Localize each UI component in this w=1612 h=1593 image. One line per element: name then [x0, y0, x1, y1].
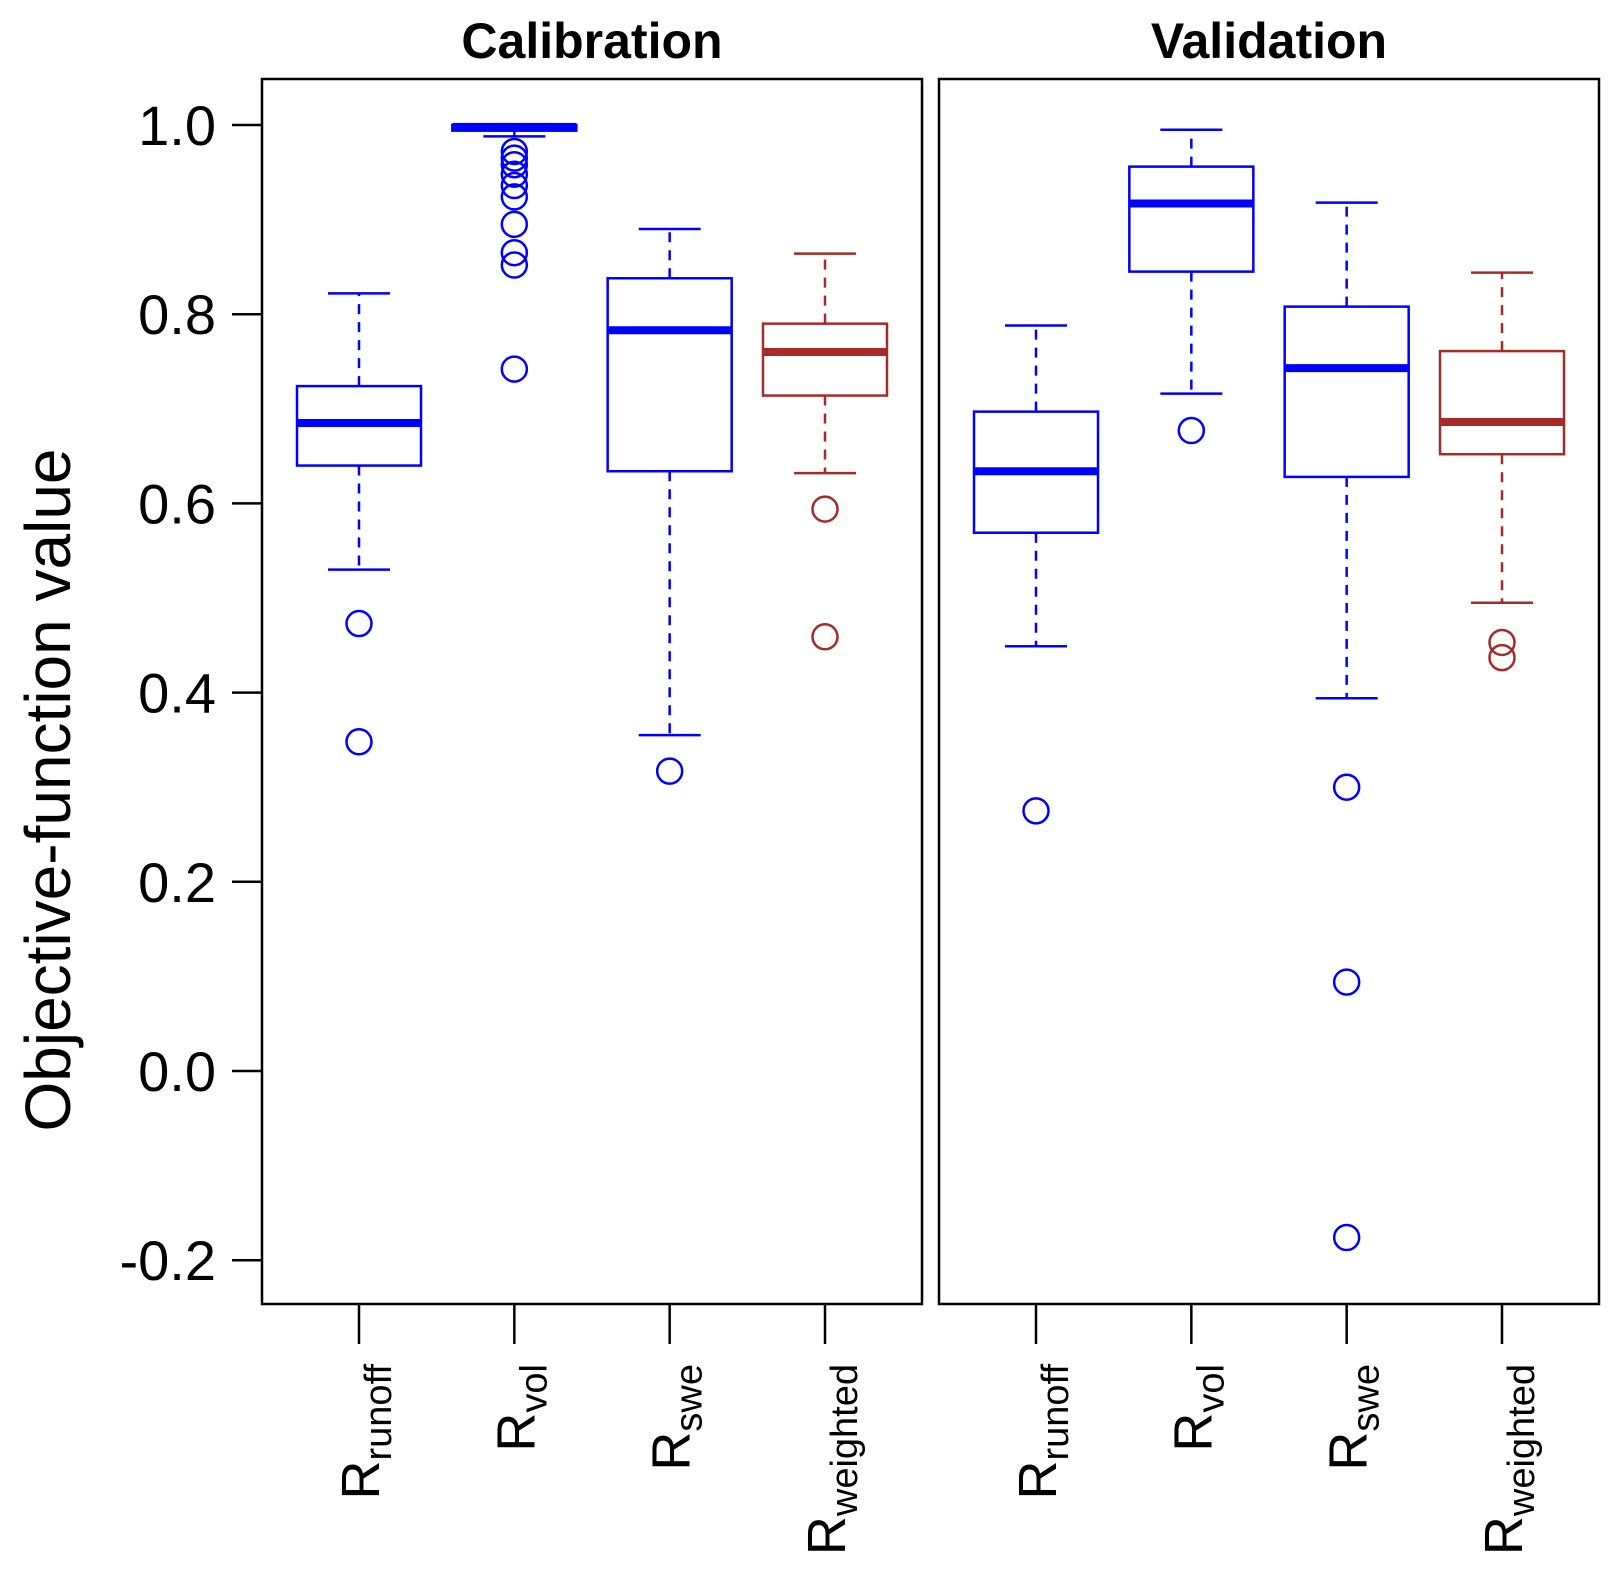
outlier-point: [1177, 416, 1206, 445]
x-tick-label-sub: vol: [513, 1364, 555, 1413]
box-rrunoff: Rrunoff: [972, 324, 1100, 1500]
x-tick-label-main: R: [1474, 1516, 1534, 1555]
x-tick-label-sub: swe: [1346, 1364, 1388, 1432]
x-tick-label: Rrunoff: [331, 1364, 400, 1500]
x-tick-label: Rvol: [1163, 1364, 1232, 1452]
x-tick-label: Rvol: [486, 1364, 555, 1452]
x-tick-label: Rrunoff: [1008, 1364, 1077, 1500]
y-tick-label: 0.8: [138, 283, 216, 346]
box-rswe: Rswe: [1283, 201, 1410, 1471]
outlier-point: [1332, 968, 1361, 996]
iqr-box: [606, 277, 733, 473]
panel-frame: [937, 77, 1601, 1306]
outlier-point: [500, 171, 529, 200]
x-tick-label-sub: runoff: [1035, 1364, 1077, 1461]
box-rvol: Rvol: [451, 122, 578, 1452]
x-tick-label-sub: weighted: [1501, 1364, 1543, 1517]
outlier-point: [1332, 773, 1361, 801]
x-tick-label-sub: vol: [1190, 1364, 1232, 1413]
iqr-box: [1283, 305, 1410, 479]
outlier-point: [500, 355, 529, 383]
y-tick-label: 1.0: [138, 94, 216, 157]
y-axis: -0.2 0.0 0.2 0.4 0.6 0.8 1.0 Objective-function…: [12, 94, 262, 1292]
y-tick-label: 0.0: [138, 1040, 216, 1103]
box-rweighted: Rweighted: [761, 252, 889, 1555]
panel-title: Validation: [1151, 13, 1387, 69]
outlier-point: [500, 150, 529, 179]
iqr-box: [1438, 349, 1566, 456]
box-rswe: Rswe: [606, 227, 733, 1471]
iqr-box: [1128, 165, 1255, 273]
y-tick-label: 0.2: [138, 851, 216, 914]
outlier-point: [500, 183, 529, 211]
x-tick-label: Rswe: [642, 1364, 711, 1471]
x-tick-label-sub: swe: [669, 1364, 711, 1432]
iqr-box: [761, 322, 889, 397]
outlier-point: [500, 160, 529, 188]
x-tick-label-main: R: [1319, 1432, 1379, 1471]
outlier-point: [500, 210, 529, 239]
y-axis-title: Objective-function value: [12, 448, 84, 1131]
x-tick-label-main: R: [331, 1460, 391, 1499]
x-tick-label: Rweighted: [1474, 1364, 1543, 1555]
outlier-point: [811, 495, 839, 523]
x-tick-label-sub: runoff: [358, 1364, 400, 1461]
y-tick-label: 0.4: [138, 662, 216, 725]
outlier-point: [655, 757, 684, 785]
outlier-point: [1332, 1223, 1361, 1252]
x-tick-label: Rweighted: [797, 1364, 866, 1555]
x-tick-label-main: R: [642, 1432, 702, 1471]
box-rrunoff: Rrunoff: [295, 292, 423, 1500]
outlier-point: [811, 623, 839, 651]
outlier-point: [345, 728, 373, 756]
x-tick-label-main: R: [1008, 1460, 1068, 1499]
outlier-point: [1488, 628, 1516, 657]
outlier-point: [345, 609, 373, 638]
box-rweighted: Rweighted: [1438, 271, 1566, 1555]
y-tick-label: -0.2: [120, 1229, 217, 1292]
outlier-point: [1022, 797, 1050, 825]
box-rvol: Rvol: [1128, 128, 1255, 1452]
panel-title: Calibration: [461, 13, 722, 69]
outlier-point: [500, 251, 529, 279]
outlier-point: [500, 238, 529, 267]
panel-frame: [260, 77, 924, 1306]
x-tick-label-main: R: [1163, 1413, 1223, 1452]
x-tick-label-main: R: [486, 1413, 546, 1452]
x-tick-label-sub: weighted: [824, 1364, 866, 1517]
x-tick-label: Rswe: [1319, 1364, 1388, 1471]
outlier-point: [500, 137, 529, 166]
x-tick-label-main: R: [797, 1516, 857, 1555]
outlier-point: [500, 144, 529, 172]
y-tick-label: 0.6: [138, 472, 216, 535]
outlier-point: [1488, 643, 1516, 672]
